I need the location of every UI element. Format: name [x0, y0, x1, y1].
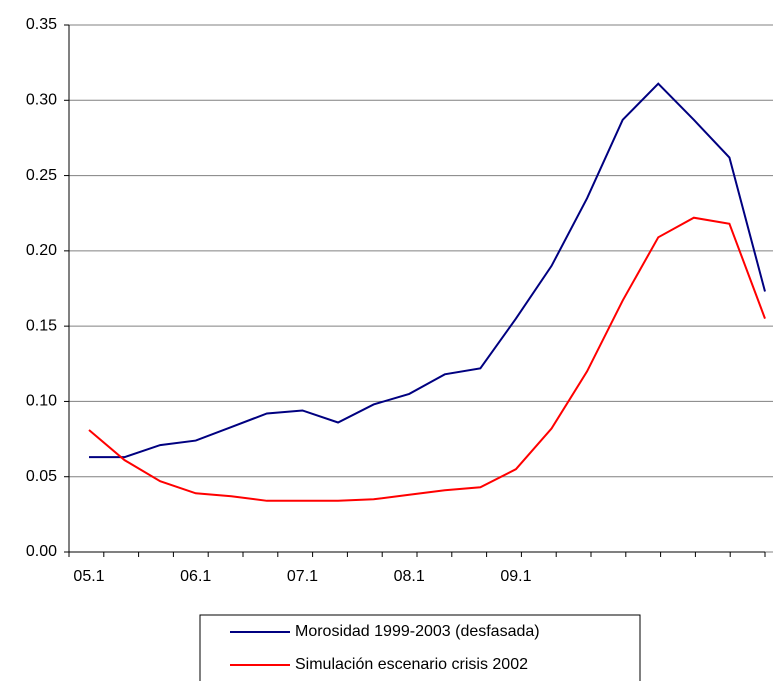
y-tick-label: 0.05	[26, 468, 57, 485]
y-tick-label: 0.15	[26, 317, 57, 334]
y-tick-label: 0.10	[26, 393, 57, 410]
y-tick-label: 0.35	[26, 16, 57, 33]
x-tick-label: 08.1	[394, 568, 425, 585]
legend-label: Morosidad 1999-2003 (desfasada)	[295, 623, 540, 640]
series-line	[88, 216, 766, 502]
x-tick-label: 07.1	[287, 568, 318, 585]
y-tick-label: 0.25	[26, 167, 57, 184]
legend-label: Simulación escenario crisis 2002	[295, 656, 528, 673]
y-tick-label: 0.00	[26, 543, 57, 560]
y-tick-label: 0.30	[26, 92, 57, 109]
x-tick-label: 09.1	[500, 568, 531, 585]
series-line	[89, 82, 766, 459]
x-tick-label: 05.1	[73, 568, 104, 585]
y-tick-label: 0.20	[26, 242, 57, 259]
legend-box	[199, 614, 641, 681]
x-tick-label: 06.1	[180, 568, 211, 585]
